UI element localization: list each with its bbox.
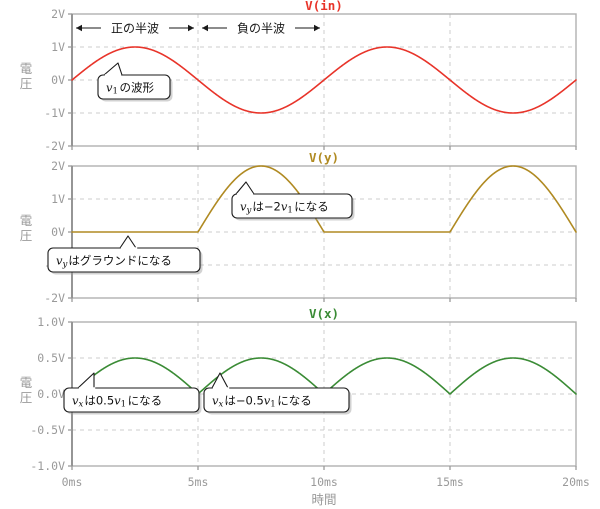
y-tick-label: 1.0V (37, 315, 65, 329)
x-tick-label: 10ms (310, 475, 338, 489)
y-tick-label: -1V (44, 106, 65, 120)
y-tick-label: -1.0V (30, 459, 65, 473)
arrow-head-right (188, 24, 194, 32)
callout-box (231, 193, 353, 219)
chart-title: V(x) (309, 306, 339, 321)
callout-text: vxは−0.5v1 になる (212, 393, 312, 409)
callout-vx-neg-half-v1: vxは−0.5v1 になる (203, 372, 352, 415)
y-tick-label: 1V (51, 40, 65, 54)
y-axis-label: 電 (20, 375, 33, 390)
y-axis-label: 圧 (20, 76, 33, 91)
callout-text: v1 の波形 (106, 80, 154, 96)
span-marker-group: 正の半波 負の半波 (76, 22, 320, 36)
y-tick-label: 1V (51, 192, 65, 206)
y-axis-label: 電 (20, 61, 33, 76)
y-axis-label: 圧 (20, 390, 33, 405)
arrow-head-left (76, 24, 82, 32)
arrow-head-right (314, 24, 320, 32)
callout-vy-minus-2v1: vyは−2v1 になる (231, 181, 355, 221)
x-tick-label: 20ms (562, 475, 590, 489)
y-tick-label: 2V (51, 7, 65, 21)
callout-vx-half-v1: vxは0.5v1 になる (63, 372, 202, 415)
callout-v1-waveform: v1 の波形 (97, 62, 173, 102)
span-marker-label: 負の半波 (237, 22, 285, 36)
y-tick-label: 0V (51, 73, 65, 87)
chart-title: V(y) (309, 150, 339, 165)
x-tick-label: 5ms (188, 475, 209, 489)
span-marker-label: 正の半波 (111, 22, 159, 36)
y-tick-label: -0.5V (30, 423, 65, 437)
callout-box (97, 74, 171, 100)
callout-text: vyはグラウンドになる (56, 253, 172, 269)
x-axis-label: 時間 (311, 492, 336, 507)
y-tick-label: -2V (44, 139, 65, 153)
callout-vy-ground: vyはグラウンドになる (47, 235, 203, 275)
chart-title: V(in) (305, 0, 343, 13)
y-tick-label: -2V (44, 291, 65, 305)
y-tick-label: 2V (51, 159, 65, 173)
y-axis-label: 電 (20, 213, 33, 228)
callout-text: vyは−2v1 になる (240, 199, 329, 215)
x-tick-label: 0ms (62, 475, 83, 489)
waveform-trace (71, 165, 577, 233)
callout-text: vxは0.5v1 になる (72, 393, 162, 409)
y-tick-label: 0.5V (37, 351, 65, 365)
y-axis-label: 圧 (20, 228, 33, 243)
y-tick-label: 0.0V (37, 387, 65, 401)
y-tick-label: 0V (51, 225, 65, 239)
callout-box (203, 387, 350, 413)
waveform-trace (71, 46, 577, 114)
arrow-head-left (202, 24, 208, 32)
callout-box (63, 387, 200, 413)
x-tick-label: 15ms (436, 475, 464, 489)
